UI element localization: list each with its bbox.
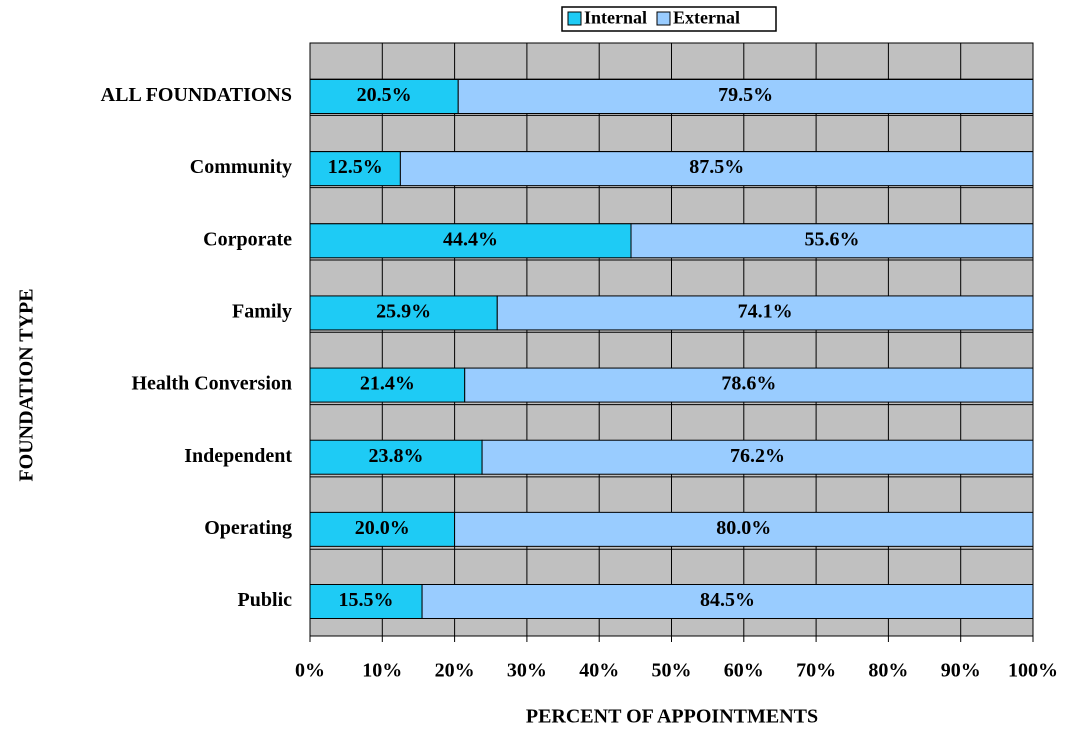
x-tick-label: 80% xyxy=(868,660,908,682)
value-label: 21.4% xyxy=(360,373,415,395)
y-tick-label: Operating xyxy=(204,517,292,539)
value-label: 84.5% xyxy=(700,589,755,611)
x-tick-label: 70% xyxy=(796,660,836,682)
bar-segment xyxy=(481,439,1034,475)
bar-segment xyxy=(457,79,1034,114)
bar-segment xyxy=(309,223,632,259)
x-tick-label: 50% xyxy=(652,660,692,682)
y-tick-label: Public xyxy=(238,589,293,611)
value-label: 87.5% xyxy=(689,156,744,178)
legend-label: Internal xyxy=(584,8,647,28)
bar-segment xyxy=(309,511,456,547)
value-label: 15.5% xyxy=(339,589,394,611)
value-label: 76.2% xyxy=(730,445,785,467)
value-label: 44.4% xyxy=(443,228,498,250)
bar-segment xyxy=(454,511,1034,547)
value-label: 79.5% xyxy=(718,84,773,106)
bar-segment xyxy=(496,295,1034,331)
value-label: 25.9% xyxy=(376,301,431,323)
bar-segment xyxy=(421,584,1034,619)
chart-layer: 0% 10% 20% 30% 40% 50% 60% 70% 80% 90% 100% ALL FOU… xyxy=(101,43,1058,682)
x-tick-label: 30% xyxy=(507,660,547,682)
value-label: 12.5% xyxy=(328,156,383,178)
x-tick-label: 40% xyxy=(579,660,619,682)
y-tick-label: Health Conversion xyxy=(131,373,292,395)
x-tick-label: 90% xyxy=(941,660,981,682)
bar-segment xyxy=(309,584,423,619)
bar-segment xyxy=(309,151,401,187)
x-tick-label: 0% xyxy=(295,660,325,682)
y-tick-label: Community xyxy=(190,156,292,178)
bar-segment xyxy=(399,151,1034,187)
x-axis-label: PERCENT OF APPOINTMENTS xyxy=(526,706,818,728)
x-tick-label: 100% xyxy=(1008,660,1058,682)
value-label: 20.0% xyxy=(355,517,410,539)
x-tick-label: 20% xyxy=(435,660,475,682)
legend-swatch xyxy=(656,11,671,26)
value-label: 20.5% xyxy=(357,84,412,106)
value-label: 80.0% xyxy=(716,517,771,539)
y-tick-label: Corporate xyxy=(203,228,292,250)
y-axis-label: FOUNDATION TYPE xyxy=(16,288,38,481)
y-tick-label: Family xyxy=(232,301,292,323)
bar-segment xyxy=(464,367,1034,403)
bar-segment xyxy=(630,223,1034,259)
y-tick-label: Independent xyxy=(184,445,292,467)
y-tick-label: ALL FOUNDATIONS xyxy=(101,84,292,106)
value-label: 55.6% xyxy=(805,228,860,250)
value-label: 78.6% xyxy=(721,373,776,395)
x-tick-label: 60% xyxy=(724,660,764,682)
legend-swatch xyxy=(567,11,582,26)
value-label: 23.8% xyxy=(369,445,424,467)
x-tick-label: 10% xyxy=(362,660,402,682)
bar-segment xyxy=(309,439,483,475)
legend-label: External xyxy=(673,8,740,28)
value-label: 74.1% xyxy=(738,301,793,323)
bar-segment xyxy=(309,295,498,331)
